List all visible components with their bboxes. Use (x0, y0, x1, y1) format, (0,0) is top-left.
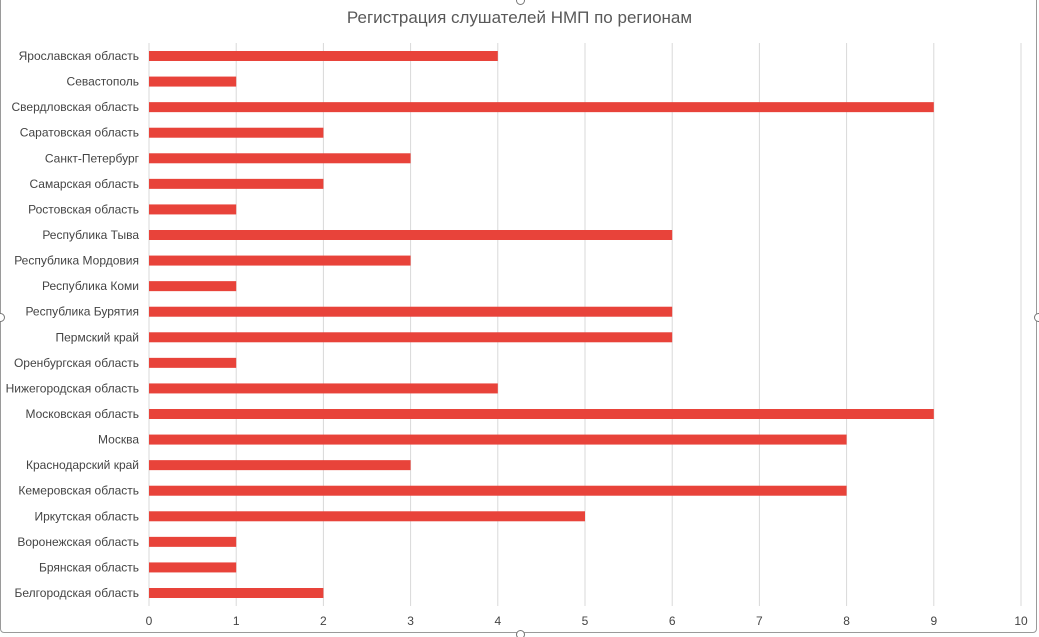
y-category-label: Воронежская область (17, 535, 139, 549)
y-category-label: Нижегородская область (6, 381, 139, 395)
x-tick-label: 9 (930, 614, 937, 628)
bar (149, 306, 673, 317)
x-tick-label: 0 (146, 614, 153, 628)
bar (149, 76, 237, 87)
y-category-label: Иркутская область (35, 509, 140, 523)
y-category-label: Москва (98, 433, 139, 447)
bar (149, 255, 411, 266)
chart-title: Регистрация слушателей НМП по регионам (346, 8, 693, 27)
bar (149, 230, 673, 240)
x-tick-label: 8 (843, 614, 850, 628)
x-tick-label: 2 (320, 614, 327, 628)
bar (149, 357, 237, 368)
bar (149, 562, 237, 573)
y-category-label: Краснодарский край (26, 458, 139, 472)
x-tick-label: 3 (407, 614, 414, 628)
y-category-label: Севастополь (67, 75, 139, 89)
y-category-label: Саратовская область (20, 126, 139, 140)
bar (149, 409, 934, 419)
bar (149, 178, 324, 189)
resize-handle-bottom[interactable] (516, 630, 525, 637)
bar (149, 51, 498, 61)
y-category-label: Пермский край (55, 330, 139, 344)
x-tick-label: 6 (669, 614, 676, 628)
bar (149, 588, 324, 598)
bar (149, 127, 324, 138)
bar (149, 511, 585, 522)
y-category-label: Самарская область (29, 177, 139, 191)
x-tick-label: 7 (756, 614, 763, 628)
y-category-label: Республика Мордовия (14, 254, 139, 268)
y-category-label: Санкт-Петербург (45, 151, 140, 165)
y-category-label: Кемеровская область (18, 484, 139, 498)
resize-handle-left[interactable] (0, 313, 5, 322)
y-category-label: Ростовская область (28, 202, 139, 216)
resize-handle-right[interactable] (1034, 313, 1039, 322)
y-category-label: Брянская область (39, 560, 139, 574)
bar (149, 460, 411, 471)
x-tick-label: 10 (1014, 614, 1028, 628)
y-category-label: Белгородская область (15, 586, 139, 600)
bar (149, 434, 847, 445)
x-tick-label: 1 (233, 614, 240, 628)
y-category-label: Московская область (25, 407, 139, 421)
y-category-label: Республика Коми (42, 279, 139, 293)
x-tick-label: 4 (494, 614, 501, 628)
y-category-label: Ярославская область (19, 49, 139, 63)
bar (149, 383, 498, 394)
bar (149, 485, 847, 496)
y-category-label: Оренбургская область (14, 356, 139, 370)
y-category-label: Свердловская область (12, 100, 139, 114)
bar (149, 204, 237, 215)
resize-handle-top[interactable] (516, 0, 525, 5)
bar (149, 153, 411, 164)
bar (149, 281, 237, 292)
y-category-label: Республика Бурятия (25, 305, 139, 319)
bar (149, 102, 934, 113)
x-tick-label: 5 (582, 614, 589, 628)
y-category-label: Республика Тыва (42, 228, 139, 242)
bar (149, 536, 237, 547)
bar (149, 332, 673, 343)
